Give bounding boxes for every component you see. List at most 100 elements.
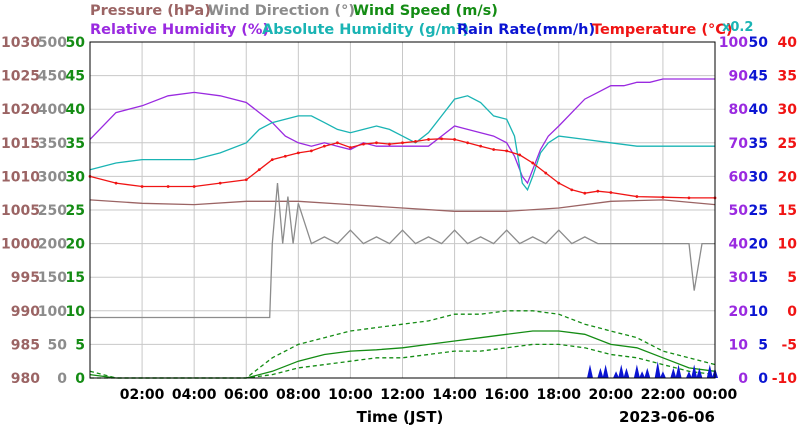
rain_rate-tick-label: 20 bbox=[749, 237, 769, 253]
pressure-tick-label: 1005 bbox=[1, 203, 40, 219]
temperature-point bbox=[440, 137, 443, 141]
rain_rate-tick-label: 40 bbox=[749, 102, 769, 118]
temperature-tick-label: 30 bbox=[778, 102, 798, 118]
rain_rate-tick-label: 15 bbox=[749, 270, 768, 286]
temperature-point bbox=[609, 191, 613, 194]
pressure-tick-label: 1025 bbox=[1, 69, 40, 85]
humidity-tick-label: 0 bbox=[738, 371, 748, 387]
humidity-tick-label: 60 bbox=[729, 169, 749, 185]
x-tick-label: 16:00 bbox=[484, 387, 529, 403]
legend-entry: Absolute Humidity (g/m³) bbox=[262, 22, 469, 38]
temperature-point bbox=[244, 178, 248, 182]
temperature-point bbox=[596, 189, 600, 193]
humidity-tick-label: 90 bbox=[729, 69, 749, 85]
temperature-tick-label: -5 bbox=[781, 337, 797, 353]
x-tick-label: 12:00 bbox=[380, 387, 425, 403]
temperature-tick-label: 35 bbox=[778, 69, 797, 85]
rain-rate-bar bbox=[670, 367, 677, 378]
temperature-point bbox=[192, 185, 196, 188]
temperature-point bbox=[427, 138, 430, 141]
temperature-point bbox=[557, 181, 561, 185]
temperature-point bbox=[166, 185, 170, 188]
x-tick-label: 20:00 bbox=[589, 387, 634, 403]
pressure-tick-label: 1030 bbox=[1, 35, 40, 51]
temperature-point bbox=[140, 185, 144, 188]
rain-rate-bar bbox=[618, 364, 625, 378]
plot-frame bbox=[89, 41, 716, 379]
x-axis-label: Time (JST) bbox=[357, 408, 444, 426]
legend-entry: Relative Humidity (%) bbox=[90, 22, 269, 38]
temperature-point bbox=[388, 142, 391, 146]
humidity-tick-label: 70 bbox=[729, 136, 749, 152]
rain_rate-tick-label: 50 bbox=[749, 35, 769, 51]
temperature-point bbox=[492, 148, 496, 151]
temperature-point bbox=[453, 138, 456, 141]
relative-humidity-line bbox=[89, 78, 715, 185]
rain-rate-bar bbox=[633, 364, 640, 378]
x-tick-label: 22:00 bbox=[641, 387, 686, 403]
rain-rate-bar bbox=[623, 367, 630, 378]
temperature-tick-label: 40 bbox=[778, 35, 798, 51]
legend: Pressure (hPa)Wind Direction (°)Wind Spe… bbox=[90, 3, 753, 38]
temperature-point bbox=[114, 181, 118, 185]
temperature-tick-label: 25 bbox=[778, 136, 797, 152]
wind-direction-line bbox=[90, 183, 715, 319]
humidity-tick-label: 80 bbox=[729, 102, 749, 118]
temperature-point bbox=[518, 153, 522, 157]
abs-humidity-scale-note: x0.2 bbox=[722, 20, 753, 35]
rain-rate-bar bbox=[659, 371, 666, 378]
wind_direction-tick-label: 300 bbox=[38, 169, 67, 185]
grid bbox=[90, 41, 716, 379]
rain-rate-bar bbox=[639, 371, 646, 378]
rain-rate-bar bbox=[706, 364, 713, 378]
rain-rate-bar bbox=[654, 361, 661, 378]
temperature-tick-label: 15 bbox=[778, 203, 797, 219]
wind_direction-tick-label: 400 bbox=[38, 102, 67, 118]
temperature-point bbox=[309, 149, 313, 153]
temperature-point bbox=[661, 195, 665, 199]
rain_rate-tick-label: 45 bbox=[749, 69, 768, 85]
temperature-tick-label: -10 bbox=[772, 371, 798, 387]
rain-rate-bar bbox=[675, 364, 682, 378]
x-tick-label: 06:00 bbox=[224, 387, 269, 403]
rain_rate-tick-label: 25 bbox=[749, 203, 768, 219]
pressure-tick-label: 1020 bbox=[1, 102, 40, 118]
temperature-tick-label: 10 bbox=[778, 237, 798, 253]
wind_speed-tick-label: 25 bbox=[66, 203, 85, 219]
wind_speed-tick-label: 10 bbox=[66, 304, 86, 320]
temperature-point bbox=[322, 144, 326, 148]
temperature-point bbox=[401, 141, 404, 145]
rain-rate-bar bbox=[597, 367, 604, 378]
temperature-point bbox=[257, 168, 261, 172]
temperature-point bbox=[583, 191, 587, 195]
wind_speed-tick-label: 45 bbox=[66, 69, 85, 85]
temperature-point bbox=[414, 140, 417, 143]
temperature-point bbox=[544, 171, 548, 175]
series-group bbox=[88, 78, 718, 379]
rain_rate-tick-label: 35 bbox=[749, 136, 768, 152]
date-label: 2023-06-06 bbox=[619, 408, 715, 426]
temperature-point bbox=[283, 154, 287, 158]
humidity-tick-label: 30 bbox=[729, 270, 749, 286]
rain-rate-bar bbox=[696, 367, 703, 378]
wind_speed-tick-label: 35 bbox=[66, 136, 85, 152]
wind_speed-tick-label: 30 bbox=[66, 169, 86, 185]
wind_direction-tick-label: 0 bbox=[57, 371, 67, 387]
temperature-tick-label: 0 bbox=[787, 304, 797, 320]
axes: 02:00 04:00 06:00 08:00 10:00 12:00 14:00 16:00… bbox=[1, 35, 797, 403]
temperature-point bbox=[296, 151, 300, 155]
humidity-tick-label: 10 bbox=[729, 337, 749, 353]
temperature-tick-label: 20 bbox=[778, 169, 798, 185]
x-tick-label: 14:00 bbox=[432, 387, 477, 403]
humidity-tick-label: 50 bbox=[729, 203, 749, 219]
rain_rate-tick-label: 30 bbox=[749, 169, 769, 185]
legend-entry: Rain Rate(mm/h) bbox=[457, 22, 595, 38]
temperature-point bbox=[687, 196, 691, 200]
legend-entry: Wind Direction (°) bbox=[208, 3, 355, 19]
x-tick-label: 08:00 bbox=[276, 387, 321, 403]
wind_direction-tick-label: 200 bbox=[38, 237, 67, 253]
humidity-tick-label: 40 bbox=[729, 237, 749, 253]
temperature-point bbox=[375, 141, 378, 145]
x-tick-label: 18:00 bbox=[536, 387, 581, 403]
